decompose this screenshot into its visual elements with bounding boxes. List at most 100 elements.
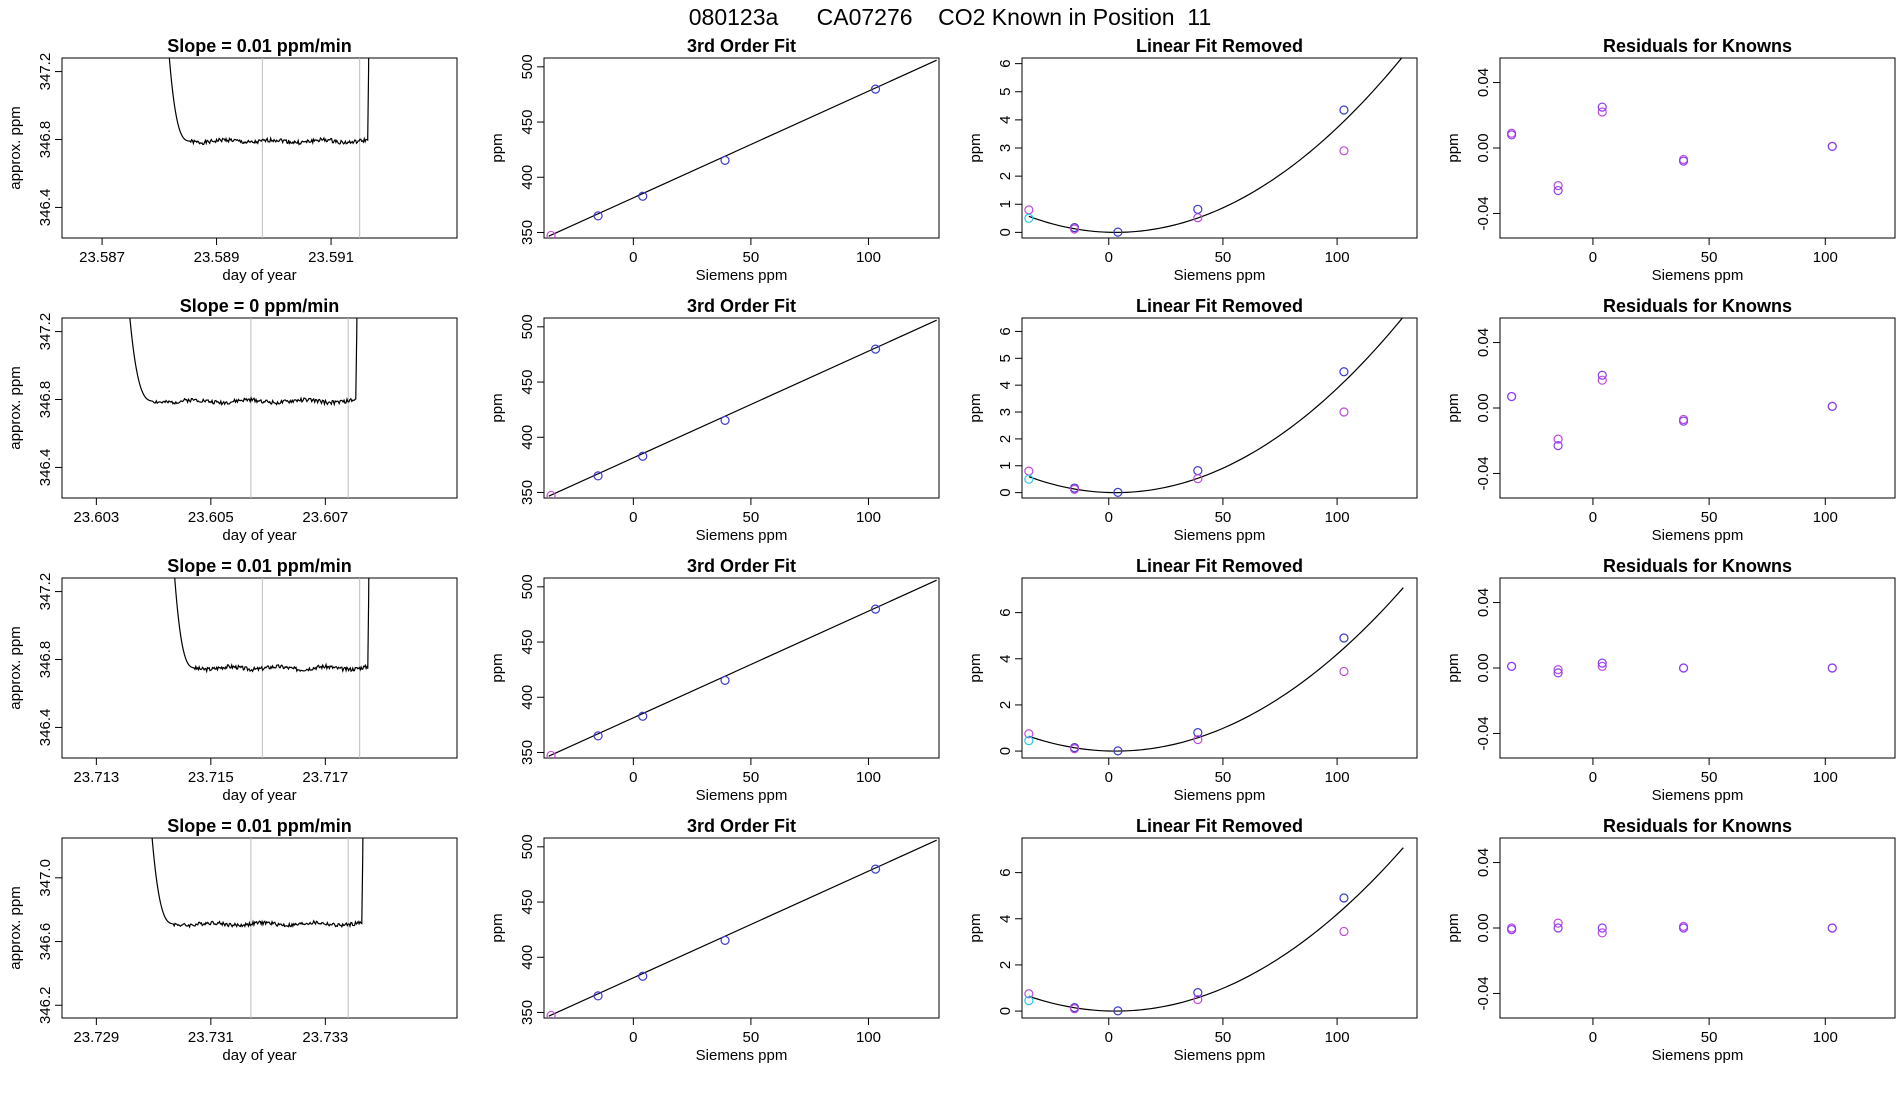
y-tick-label: 346.4 bbox=[37, 449, 54, 487]
y-tick-label: 3 bbox=[997, 408, 1014, 416]
y-tick-label: -0.04 bbox=[1475, 716, 1492, 750]
x-tick-label: 50 bbox=[1701, 769, 1718, 786]
x-tick-label: 23.591 bbox=[308, 249, 354, 266]
y-tick-label: 350 bbox=[519, 1000, 536, 1025]
plot-frame bbox=[61, 57, 458, 239]
y-tick-label: 400 bbox=[519, 685, 536, 710]
data-point bbox=[1553, 185, 1563, 196]
data-point bbox=[593, 991, 603, 1001]
x-tick-label: 100 bbox=[1325, 249, 1350, 266]
data-point bbox=[1024, 996, 1034, 1006]
x-tick-label: 50 bbox=[1215, 249, 1232, 266]
y-tick-label: 6 bbox=[997, 608, 1014, 616]
data-point bbox=[1553, 923, 1563, 933]
x-tick-label: 50 bbox=[1701, 249, 1718, 266]
plot-area bbox=[151, 838, 364, 1018]
y-axis-label: ppm bbox=[1445, 653, 1462, 682]
panel-title: Slope = 0 ppm/min bbox=[180, 296, 340, 316]
x-axis-label: Siemens ppm bbox=[1652, 527, 1744, 544]
data-point bbox=[593, 471, 603, 481]
y-tick-label: 2 bbox=[997, 172, 1014, 180]
y-tick-label: -0.04 bbox=[1475, 976, 1492, 1010]
data-point bbox=[1339, 105, 1349, 115]
y-tick-label: 0 bbox=[997, 228, 1014, 236]
data-point bbox=[1678, 156, 1689, 166]
y-tick-label: 1 bbox=[997, 200, 1014, 208]
y-tick-label: 1 bbox=[997, 462, 1014, 470]
panel-title: Residuals for Knowns bbox=[1603, 296, 1792, 316]
data-point bbox=[1069, 744, 1080, 754]
panel-2-3: Linear Fit Removed 0 50 100 0 1 2 3 4 5 6 Siemens p… bbox=[967, 296, 1418, 544]
plot-frame bbox=[1021, 317, 1418, 499]
y-tick-label: 0 bbox=[997, 488, 1014, 496]
data-point bbox=[1113, 746, 1123, 756]
y-axis-label: ppm bbox=[489, 133, 506, 162]
concentration-trace bbox=[129, 318, 358, 407]
data-point bbox=[1827, 923, 1837, 933]
y-tick-label: 0.00 bbox=[1475, 913, 1492, 942]
x-tick-label: 23.607 bbox=[302, 509, 348, 526]
panel-2-1: Slope = 0 ppm/min 23.603 23.605 23.607 346.4… bbox=[7, 296, 458, 544]
data-point bbox=[1553, 434, 1563, 444]
y-tick-label: 0.00 bbox=[1475, 653, 1492, 682]
x-tick-label: 0 bbox=[1589, 769, 1597, 786]
data-point bbox=[1553, 665, 1563, 675]
data-point bbox=[1024, 466, 1034, 476]
y-tick-label: 346.8 bbox=[37, 121, 54, 159]
y-tick-label: 4 bbox=[997, 116, 1014, 124]
x-tick-label: 0 bbox=[629, 509, 637, 526]
x-tick-label: 50 bbox=[1701, 1029, 1718, 1046]
data-point bbox=[1339, 146, 1349, 156]
y-tick-label: 346.8 bbox=[37, 381, 54, 419]
data-point bbox=[1553, 918, 1563, 928]
y-tick-label: -0.04 bbox=[1475, 196, 1492, 230]
data-point bbox=[720, 935, 730, 945]
y-tick-label: 0.04 bbox=[1475, 68, 1492, 97]
panel-3-2: 3rd Order Fit 0 50 100 350 400 450 500 Siemens p… bbox=[489, 556, 940, 804]
x-tick-label: 50 bbox=[1215, 769, 1232, 786]
concentration-trace bbox=[168, 58, 370, 146]
data-point bbox=[1827, 663, 1837, 673]
plot-area bbox=[1507, 102, 1837, 196]
y-tick-label: 0.04 bbox=[1475, 588, 1492, 617]
y-tick-label: 346.4 bbox=[37, 189, 54, 227]
data-point bbox=[546, 230, 556, 238]
panel-title: Linear Fit Removed bbox=[1136, 816, 1303, 836]
data-point bbox=[593, 731, 603, 741]
panel-4-3: Linear Fit Removed 0 50 100 0 2 4 6 Siemens ppm p… bbox=[967, 816, 1418, 1064]
x-tick-label: 23.589 bbox=[194, 249, 240, 266]
y-tick-label: 2 bbox=[997, 961, 1014, 969]
quadratic-curve bbox=[1028, 847, 1404, 1012]
x-tick-label: 23.715 bbox=[188, 769, 234, 786]
x-axis-label: day of year bbox=[222, 267, 296, 284]
data-point bbox=[1597, 923, 1607, 933]
panel-title: 3rd Order Fit bbox=[687, 36, 796, 56]
panel-4-4: Residuals for Knowns 0 50 100 -0.04 0.00 0.04 S… bbox=[1445, 816, 1896, 1064]
y-tick-label: 0.00 bbox=[1475, 133, 1492, 162]
data-point bbox=[720, 675, 730, 685]
x-tick-label: 23.713 bbox=[73, 769, 119, 786]
panel-1-1: Slope = 0.01 ppm/min 23.587 23.589 23.591 34… bbox=[7, 36, 458, 284]
data-point bbox=[1069, 224, 1080, 234]
x-tick-label: 50 bbox=[1701, 509, 1718, 526]
x-axis-label: day of year bbox=[222, 1047, 296, 1064]
y-tick-label: 5 bbox=[997, 88, 1014, 96]
data-point bbox=[1113, 227, 1123, 237]
y-axis-label: approx. ppm bbox=[7, 106, 24, 189]
panel-4-2: 3rd Order Fit 0 50 100 350 400 450 500 Siemens p… bbox=[489, 816, 940, 1064]
x-tick-label: 50 bbox=[1215, 1029, 1232, 1046]
x-tick-label: 0 bbox=[1589, 249, 1597, 266]
data-point bbox=[1193, 994, 1203, 1005]
y-tick-label: 450 bbox=[519, 630, 536, 655]
data-point bbox=[720, 415, 730, 425]
plot-frame bbox=[543, 317, 940, 499]
y-axis-label: ppm bbox=[489, 913, 506, 942]
data-point bbox=[593, 211, 603, 221]
data-point bbox=[1507, 130, 1517, 140]
data-point bbox=[1193, 213, 1203, 223]
x-tick-label: 100 bbox=[1813, 1029, 1838, 1046]
concentration-trace bbox=[174, 578, 370, 674]
quadratic-curve bbox=[1028, 58, 1403, 233]
plot-frame bbox=[1021, 57, 1418, 239]
x-tick-label: 0 bbox=[1105, 249, 1113, 266]
